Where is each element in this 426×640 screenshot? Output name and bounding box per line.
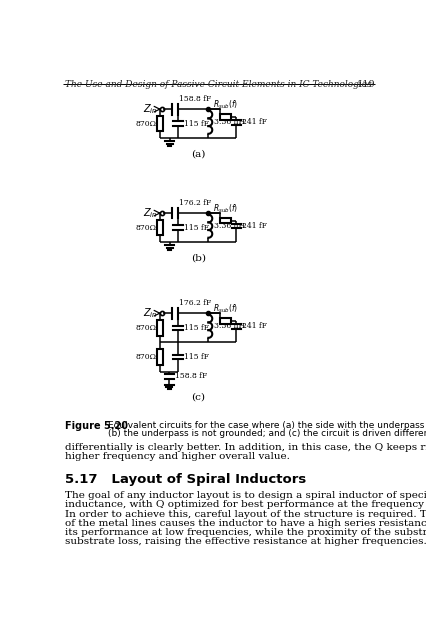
- Text: The goal of any inductor layout is to design a spiral inductor of specified: The goal of any inductor layout is to de…: [65, 491, 426, 500]
- Text: 115 fF: 115 fF: [184, 224, 209, 232]
- Bar: [157, 349, 163, 365]
- Bar: [219, 218, 230, 223]
- Text: 119: 119: [356, 80, 374, 89]
- Text: $Z_{in}$: $Z_{in}$: [142, 102, 157, 116]
- Text: 115 fF: 115 fF: [184, 120, 209, 128]
- Text: Equivalent circuits for the case where (a) the side with the underpass is ground: Equivalent circuits for the case where (…: [107, 421, 426, 430]
- Text: $Z_{in}$: $Z_{in}$: [142, 307, 157, 320]
- Text: substrate loss, raising the effective resistance at higher frequencies. Large co: substrate loss, raising the effective re…: [65, 537, 426, 547]
- Text: 158.8 fF: 158.8 fF: [178, 95, 211, 103]
- Text: 241 fF: 241 fF: [242, 118, 267, 126]
- Text: 870Ω: 870Ω: [135, 224, 156, 232]
- Text: 870Ω: 870Ω: [135, 120, 156, 128]
- Text: (b): (b): [190, 253, 205, 262]
- Text: 176.2 fF: 176.2 fF: [178, 199, 211, 207]
- Text: (c): (c): [191, 392, 205, 401]
- Bar: [157, 320, 163, 335]
- Text: 241 fF: 241 fF: [242, 222, 267, 230]
- Bar: [219, 114, 230, 120]
- Text: The Use and Design of Passive Circuit Elements in IC Technologies: The Use and Design of Passive Circuit El…: [65, 80, 371, 89]
- Text: 3.36 nH: 3.36 nH: [213, 323, 245, 330]
- Bar: [157, 220, 163, 236]
- Text: 3.36 nH: 3.36 nH: [213, 118, 245, 126]
- Bar: [157, 116, 163, 131]
- Text: 241 fF: 241 fF: [242, 323, 267, 330]
- Text: 115 fF: 115 fF: [184, 324, 209, 332]
- Text: 176.2 fF: 176.2 fF: [178, 299, 211, 307]
- Text: $R_{sub}(f)$: $R_{sub}(f)$: [213, 303, 237, 316]
- Text: higher frequency and higher overall value.: higher frequency and higher overall valu…: [65, 452, 289, 461]
- Text: Figure 5.20: Figure 5.20: [65, 421, 128, 431]
- Text: 158.8 fF: 158.8 fF: [175, 372, 207, 380]
- Text: (b) the underpass is not grounded; and (c) the circuit is driven differentially.: (b) the underpass is not grounded; and (…: [107, 429, 426, 438]
- Text: $R_{sub}(f)$: $R_{sub}(f)$: [213, 99, 237, 111]
- Text: its performance at low frequencies, while the proximity of the substrate causes: its performance at low frequencies, whil…: [65, 528, 426, 537]
- Text: inductance, with Q optimized for best performance at the frequency of interest.: inductance, with Q optimized for best pe…: [65, 500, 426, 509]
- Bar: [219, 318, 230, 324]
- Text: 3.36 nH: 3.36 nH: [213, 222, 245, 230]
- Text: of the metal lines causes the inductor to have a high series resistance, limitin: of the metal lines causes the inductor t…: [65, 519, 426, 528]
- Text: 870Ω: 870Ω: [135, 353, 156, 361]
- Text: 870Ω: 870Ω: [135, 324, 156, 332]
- Text: differentially is clearly better. In addition, in this case, the Q keeps rising : differentially is clearly better. In add…: [65, 442, 426, 452]
- Text: (a): (a): [191, 149, 205, 158]
- Text: 5.17   Layout of Spiral Inductors: 5.17 Layout of Spiral Inductors: [65, 472, 305, 486]
- Text: $R_{sub}(f)$: $R_{sub}(f)$: [213, 203, 237, 216]
- Text: In order to achieve this, careful layout of the structure is required. The resis: In order to achieve this, careful layout…: [65, 509, 426, 518]
- Text: $Z_{in}$: $Z_{in}$: [142, 206, 157, 220]
- Text: 115 fF: 115 fF: [184, 353, 209, 361]
